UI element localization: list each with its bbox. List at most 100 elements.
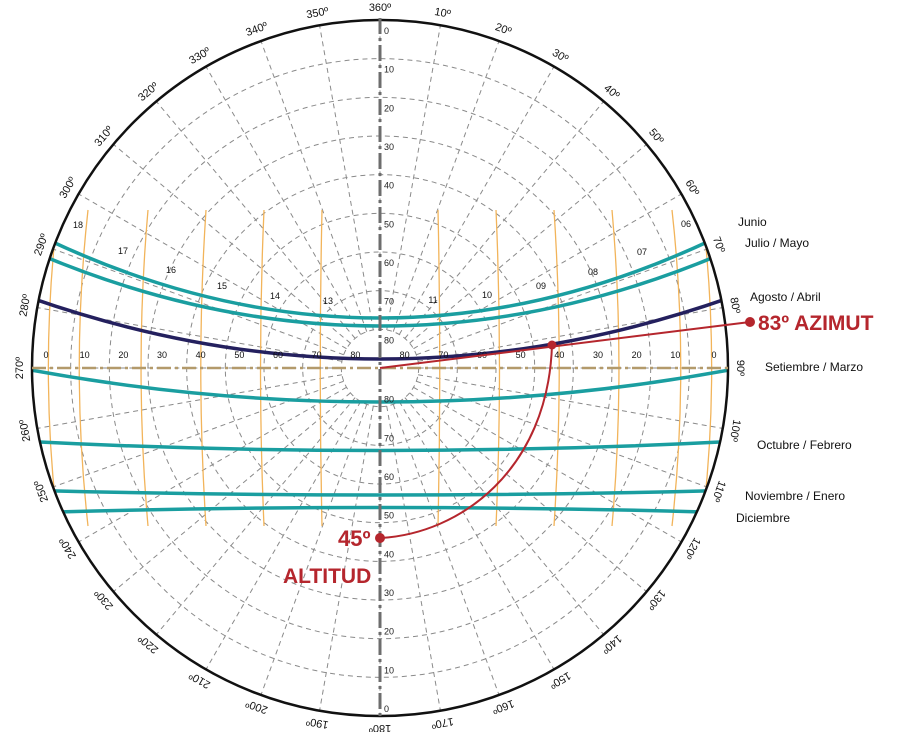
hour-label: 07 xyxy=(637,247,647,257)
horizontal-scale-label: 80 xyxy=(350,350,360,360)
altitude-scale-label: 70 xyxy=(384,297,394,307)
altitude-arc xyxy=(379,344,553,539)
azimuth-label: 280º xyxy=(18,293,34,317)
horizontal-scale-label: 80 xyxy=(400,350,410,360)
horizontal-scale-label: 40 xyxy=(196,350,206,360)
azimuth-spoke-130 xyxy=(409,392,647,593)
month-label-octubre-febrero: Octubre / Febrero xyxy=(757,438,852,452)
altitude-marker xyxy=(375,533,385,543)
azimuth-spoke-10 xyxy=(386,25,441,331)
azimuth-spoke-30 xyxy=(398,66,555,335)
hour-label: 13 xyxy=(323,296,333,306)
horizontal-scale-label: 40 xyxy=(554,350,564,360)
altitud-value: 45º xyxy=(338,526,371,551)
hour-label: 15 xyxy=(217,281,227,291)
azimuth-spoke-200 xyxy=(260,404,368,696)
horizontal-scale-label: 50 xyxy=(234,350,244,360)
altitude-scale-label: 10 xyxy=(384,665,394,675)
hour-label: 06 xyxy=(681,219,691,229)
altitude-scale-label: 0 xyxy=(384,26,389,36)
altitude-scale-label: 0 xyxy=(384,704,389,714)
hour-line-10 xyxy=(671,209,682,527)
horizontal-scale-label: 10 xyxy=(670,350,680,360)
path-julio-mayo xyxy=(32,244,728,328)
azimuth-spoke-120 xyxy=(413,386,682,543)
azimuth-spoke-250 xyxy=(52,380,344,488)
azimuth-label: 350º xyxy=(305,6,329,22)
azimuth-spoke-330 xyxy=(205,66,362,335)
azimuth-label: 100º xyxy=(727,418,743,442)
altitude-scale-label: 60 xyxy=(384,258,394,268)
azimuth-spoke-150 xyxy=(398,401,555,670)
azimuth-label: 80º xyxy=(727,296,742,314)
altitude-scale-label: 60 xyxy=(384,472,394,482)
azimuth-label: 340º xyxy=(244,20,269,39)
azimuth-spoke-260 xyxy=(37,374,343,429)
altitude-scale-label: 80 xyxy=(384,395,394,405)
hour-label-group: 18 17 16 15 14 13 11 10 09 08 07 06 xyxy=(73,219,691,306)
month-label-junio: Junio xyxy=(738,215,767,229)
azimuth-pointer-line xyxy=(379,321,751,369)
horizontal-scale-label: 50 xyxy=(516,350,526,360)
azimuth-marker xyxy=(745,317,755,327)
azimuth-label: 290º xyxy=(32,232,51,257)
azimuth-spoke-310 xyxy=(113,143,351,344)
azimuth-label: 50º xyxy=(646,126,666,146)
azimuth-spoke-20 xyxy=(392,40,500,332)
hour-label: 08 xyxy=(588,267,598,277)
horizontal-scale-label: 20 xyxy=(118,350,128,360)
horizontal-scale-label: 10 xyxy=(80,350,90,360)
horizontal-scale-label: 60 xyxy=(273,350,283,360)
azimuth-spoke-230 xyxy=(113,392,351,593)
azimuth-label: 40º xyxy=(601,82,621,102)
azimuth-label: 170º xyxy=(430,715,454,731)
month-label-group: Junio Julio / Mayo Agosto / Abril Setiem… xyxy=(736,215,863,525)
azimut-annotation: 83º AZIMUT xyxy=(758,312,874,335)
hour-label: 17 xyxy=(118,246,128,256)
altitude-scale-label: 50 xyxy=(384,511,394,521)
reading-annotation: 83º AZIMUT 45º ALTITUD xyxy=(283,312,874,588)
hour-line-1 xyxy=(78,209,89,527)
altitude-scale-label: 10 xyxy=(384,65,394,75)
hour-label: 14 xyxy=(270,291,280,301)
sun-position-marker xyxy=(547,340,557,350)
horizontal-scale-label: 0 xyxy=(711,350,716,360)
altitude-scale: 0 0 10 10 20 20 30 30 40 40 50 50 60 60 70 70 80 80 xyxy=(384,26,394,714)
horizontal-scale-label: 70 xyxy=(438,350,448,360)
month-label-diciembre: Diciembre xyxy=(736,511,790,525)
azimuth-spoke-100 xyxy=(417,374,723,429)
altitude-scale-label: 40 xyxy=(384,181,394,191)
horizontal-scale-label: 30 xyxy=(593,350,603,360)
altitud-word: ALTITUD xyxy=(283,565,371,588)
azimuth-label: 20º xyxy=(493,21,512,38)
horizontal-scale-label: 30 xyxy=(157,350,167,360)
hour-line-0 xyxy=(47,209,59,527)
hour-label: 18 xyxy=(73,220,83,230)
azimuth-spoke-50 xyxy=(409,143,647,344)
altitude-scale-label: 30 xyxy=(384,588,394,598)
hour-line-7 xyxy=(495,209,501,527)
hour-label: 09 xyxy=(536,281,546,291)
azimuth-label: 190º xyxy=(305,715,329,731)
azimuth-spoke-60 xyxy=(413,193,682,350)
azimuth-spoke-280 xyxy=(37,307,343,362)
azimuth-label: 90º xyxy=(734,360,746,376)
azimuth-spoke-350 xyxy=(319,25,374,331)
azimuth-spoke-80 xyxy=(417,307,723,362)
azimuth-spoke-320 xyxy=(155,101,356,339)
altitude-scale-label: 20 xyxy=(384,627,394,637)
azimuth-label: 110º xyxy=(709,479,728,503)
hour-label: 16 xyxy=(166,265,176,275)
month-label-setiembre-marzo: Setiembre / Marzo xyxy=(765,360,863,374)
azimuth-spoke-240 xyxy=(78,386,347,543)
azimuth-label: 160º xyxy=(491,697,516,716)
azimuth-label: 10º xyxy=(433,6,451,21)
azimuth-spoke-70 xyxy=(416,248,708,356)
altitude-scale-label: 50 xyxy=(384,219,394,229)
azimuth-label: 30º xyxy=(550,47,570,66)
horizontal-scale-label: 70 xyxy=(312,350,322,360)
azimuth-spoke-40 xyxy=(404,101,605,339)
hour-label: 11 xyxy=(428,295,437,305)
azimuth-label: 180º xyxy=(369,722,391,732)
path-noviembre-enero xyxy=(32,488,728,497)
